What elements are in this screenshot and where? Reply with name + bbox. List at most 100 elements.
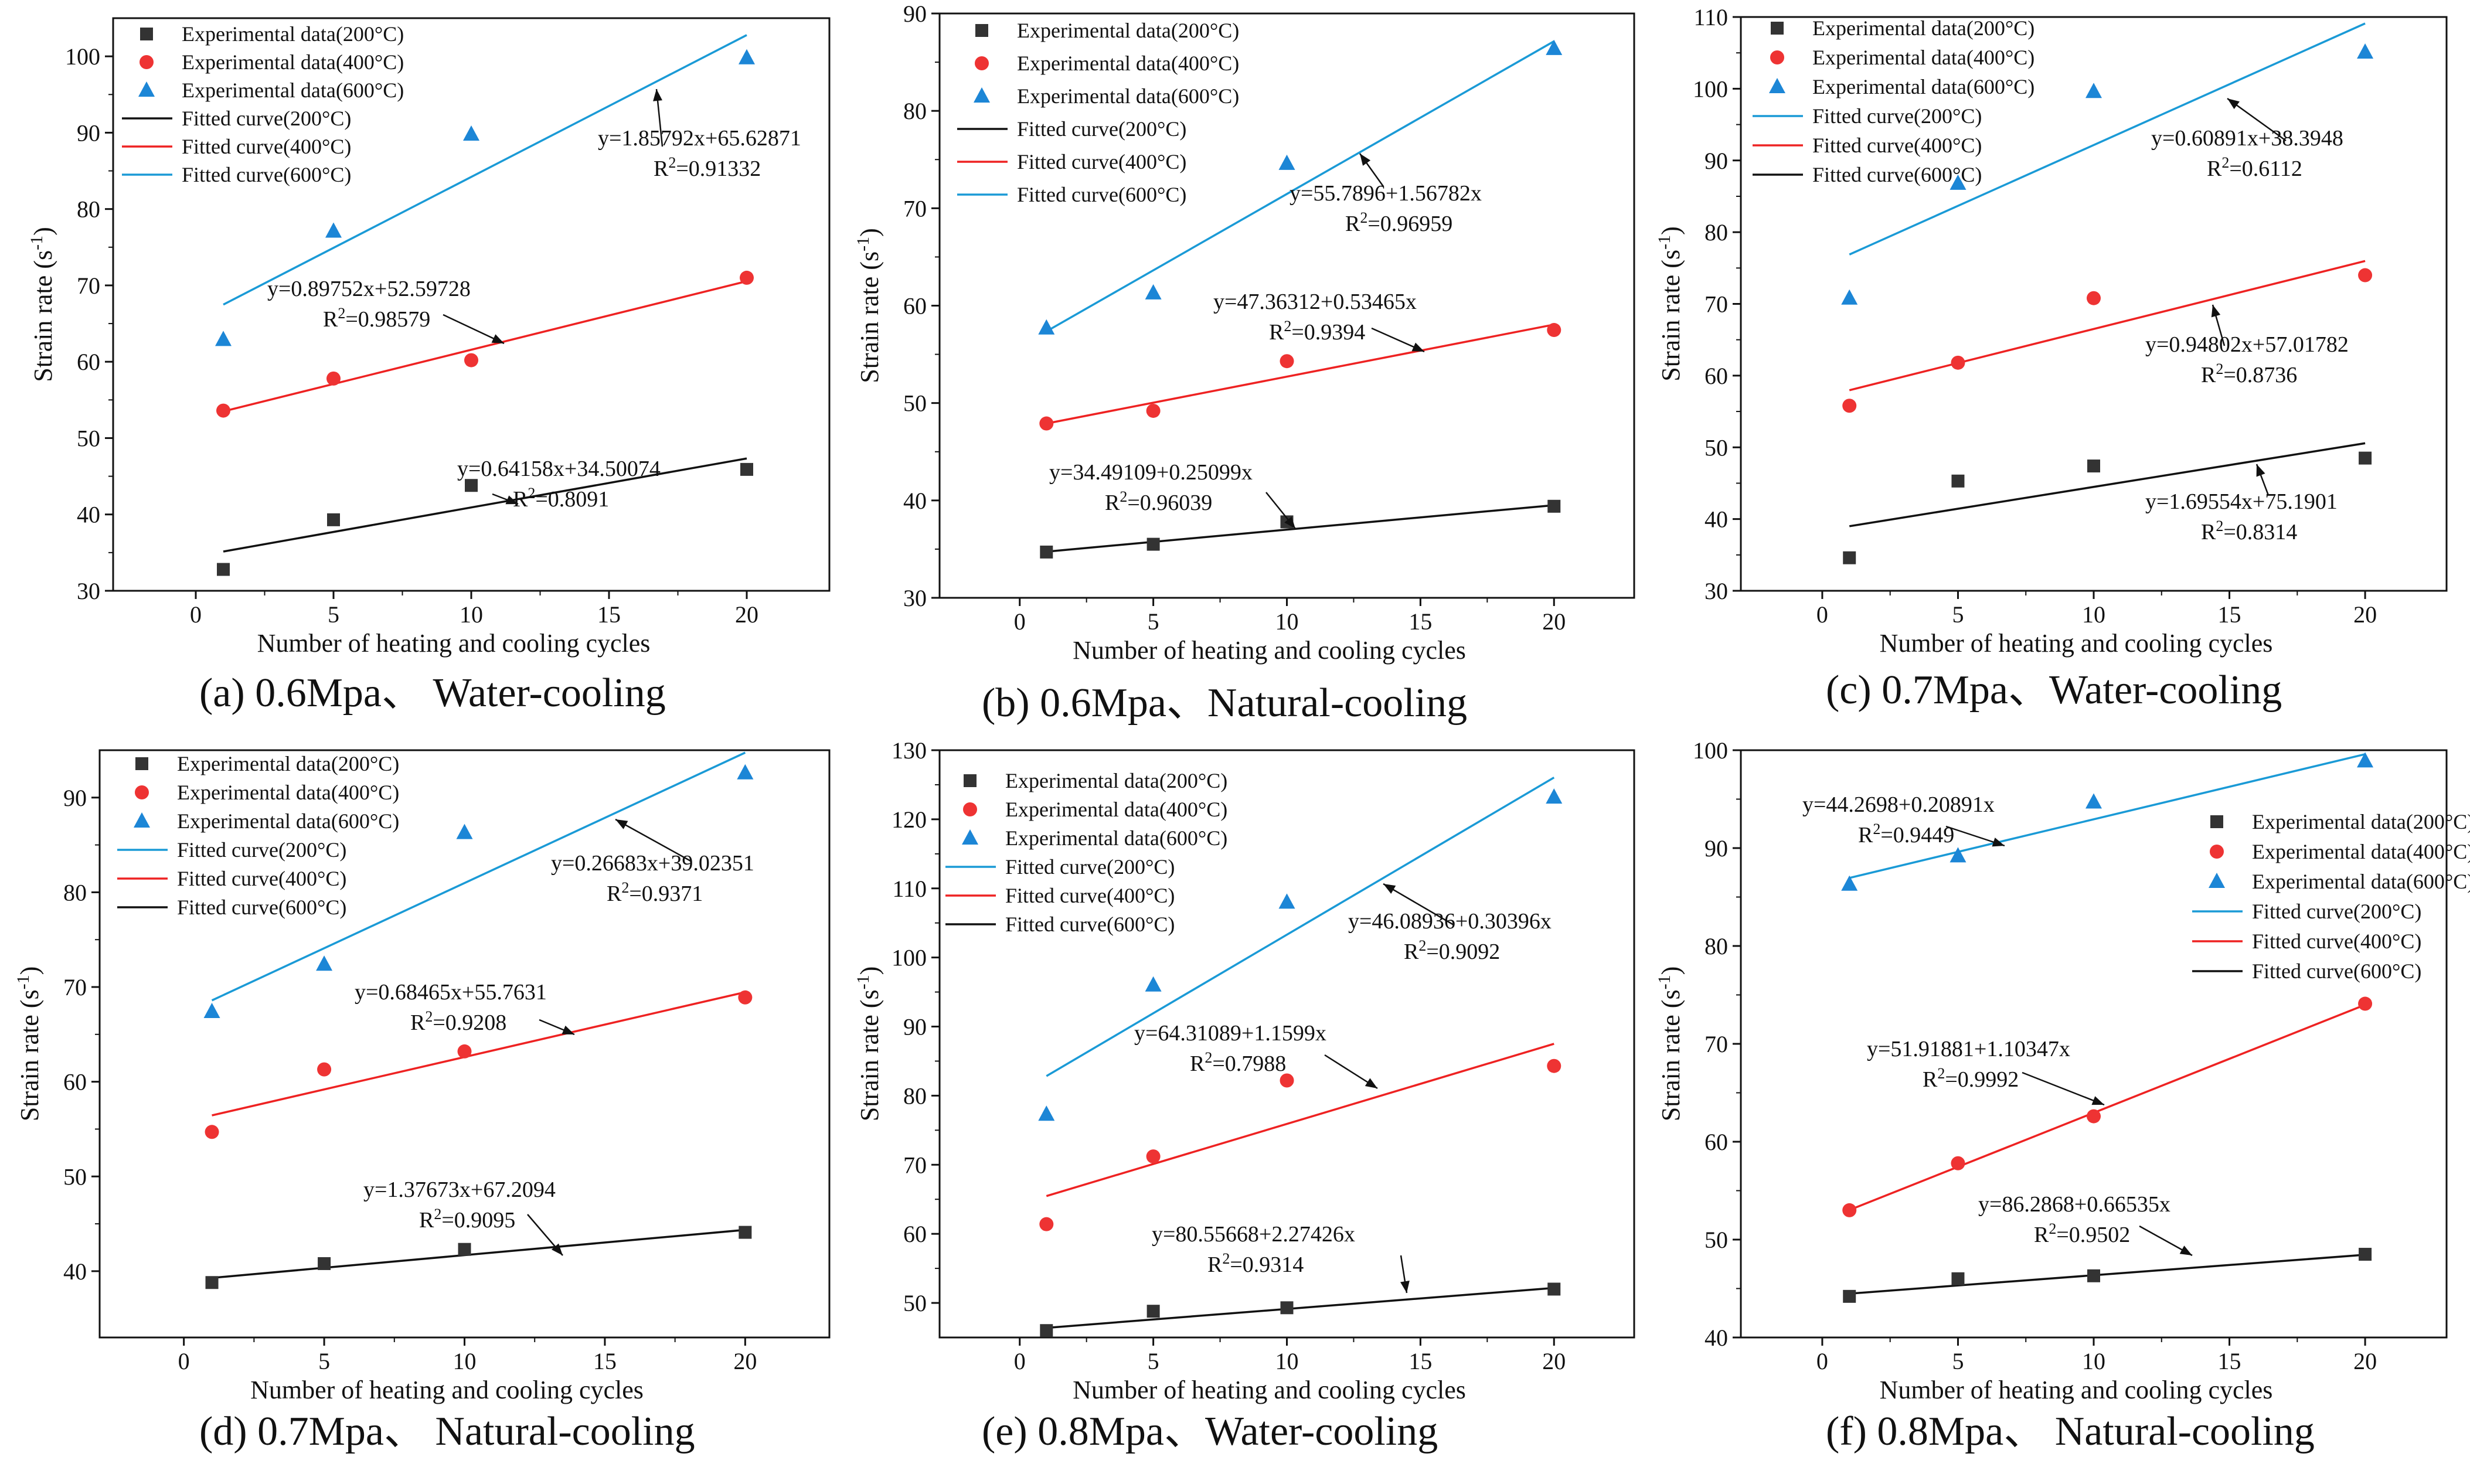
y-tick-label: 50 (1704, 1227, 1728, 1253)
annotation-arrow-head (2211, 305, 2221, 318)
data-point-triangle (1278, 154, 1295, 170)
legend-marker-triangle (974, 87, 990, 103)
data-point-circle (1547, 1058, 1561, 1073)
data-point-circle (205, 1125, 219, 1139)
y-tick-label: 50 (903, 1290, 927, 1316)
x-tick-label: 10 (1275, 608, 1299, 635)
fitted-line (1046, 324, 1554, 425)
fitted-line (1046, 777, 1555, 1077)
legend-marker-circle (1770, 50, 1784, 64)
y-axis-label-end: ) (1656, 966, 1685, 975)
fitted-line (1849, 260, 2366, 392)
x-tick-label: 5 (1952, 1348, 1964, 1374)
r-squared-prefix: R (2201, 520, 2216, 544)
y-tick-label: 90 (77, 120, 100, 146)
legend-label: Experimental data(200°C) (1017, 19, 1239, 42)
data-point-circle (326, 371, 341, 386)
x-tick-label: 15 (2218, 1348, 2241, 1374)
legend-marker-triangle (962, 829, 978, 845)
data-point-square (205, 1276, 219, 1289)
chart-panel-f: 40 50 60 70 80 90 100 0 5 10 15 20 Number of heating… (1655, 737, 2470, 1454)
panel-caption: (e) 0.8Mpa、Water-cooling (982, 1409, 1438, 1454)
fit-r-squared: R2=0.9371 (607, 879, 703, 906)
legend-marker-circle (140, 55, 154, 69)
legend-marker-circle (2210, 845, 2224, 859)
x-tick-label: 0 (178, 1348, 190, 1374)
data-point-square (2359, 451, 2372, 465)
data-point-circle (1951, 355, 1965, 370)
x-tick-label: 15 (1408, 608, 1432, 635)
fit-r-squared: R2=0.9208 (410, 1008, 506, 1035)
x-tick-label: 20 (2353, 1348, 2377, 1374)
fit-equation: y=64.31089+1.1599x (1134, 1021, 1326, 1046)
data-point-triangle (2357, 43, 2374, 59)
r-squared-value: =0.8314 (2223, 520, 2297, 544)
legend-label: Fitted curve(200°C) (1017, 117, 1186, 141)
x-tick-label: 10 (453, 1348, 477, 1374)
data-point-triangle (2357, 752, 2374, 768)
legend-label: Fitted curve(200°C) (2252, 900, 2421, 923)
chart-panel-a: 30 40 50 60 70 80 90 100 0 5 10 15 20 Number of heati… (27, 17, 831, 716)
chart-panel-e: 50 60 70 80 90 100 110 120 130 0 5 10 15 20 Number of … (853, 737, 1635, 1454)
y-tick-label: 60 (77, 349, 100, 375)
panel-caption: (b) 0.6Mpa、Natural-cooling (982, 680, 1467, 726)
x-tick-label: 0 (1014, 608, 1026, 635)
r-squared-value: =0.7988 (1212, 1051, 1286, 1076)
legend-label: Experimental data(400°C) (2252, 840, 2470, 863)
y-tick-label: 70 (1704, 291, 1728, 318)
legend-label: Fitted curve(600°C) (1812, 163, 1982, 186)
y-axis-label: Strain rate (s-1) (13, 966, 44, 1121)
y-tick-label: 40 (1704, 1325, 1728, 1351)
data-point-circle (2358, 268, 2373, 282)
data-point-circle (1842, 1203, 1857, 1217)
y-tick-label: 110 (1693, 4, 1728, 30)
legend-label: Experimental data(400°C) (1005, 798, 1227, 821)
y-tick-label: 80 (903, 1083, 927, 1109)
legend-marker-circle (975, 56, 989, 70)
panel-caption: (d) 0.7Mpa、 Natural-cooling (199, 1409, 695, 1454)
legend-label: Fitted curve(600°C) (177, 896, 346, 919)
data-point-circle (2087, 1109, 2101, 1124)
data-point-square (1040, 545, 1053, 559)
y-tick-label: 80 (77, 196, 100, 223)
y-tick-label: 90 (63, 785, 87, 811)
x-tick-label: 10 (2082, 1348, 2105, 1374)
r-squared-prefix: R (2207, 156, 2222, 181)
legend-marker-triangle (134, 812, 150, 828)
r-squared-value: =0.9314 (1230, 1252, 1304, 1277)
fitted-line (1849, 442, 2366, 527)
data-point-square (217, 563, 230, 576)
legend-label: Experimental data(400°C) (177, 781, 399, 804)
r-squared-prefix: R (323, 307, 338, 332)
legend-label: Fitted curve(400°C) (1017, 150, 1186, 173)
x-tick-label: 10 (1275, 1348, 1299, 1374)
panel-caption: (f) 0.8Mpa、 Natural-cooling (1826, 1409, 2315, 1454)
legend-marker-square (140, 28, 153, 40)
annotation-arrow-head (1360, 154, 1371, 166)
y-tick-label: 40 (1704, 506, 1728, 533)
fitted-line (223, 457, 747, 553)
fitted-line (1046, 1286, 1554, 1329)
y-axis-label: Strain rate (s-1) (853, 966, 884, 1121)
y-tick-label: 90 (1704, 835, 1728, 862)
annotation-arrow-head (1365, 1078, 1377, 1088)
fitted-line (1046, 1043, 1554, 1197)
fit-r-squared: R2=0.8314 (2201, 518, 2297, 544)
annotation-arrow-head (653, 89, 662, 101)
legend-label: Experimental data(600°C) (1812, 75, 2034, 98)
fit-r-squared: R2=0.9992 (1923, 1065, 2019, 1092)
x-axis-label: Number of heating and cooling cycles (1880, 1376, 2273, 1404)
r-squared-value: =0.9502 (2056, 1223, 2130, 1247)
y-tick-label: 100 (1693, 76, 1728, 102)
data-point-circle (216, 403, 230, 418)
legend-label: Fitted curve(400°C) (182, 135, 351, 158)
data-point-circle (1842, 399, 1857, 413)
y-axis-label-end: ) (1656, 226, 1685, 235)
r-squared-value: =0.96039 (1127, 491, 1212, 515)
legend-marker-triangle (138, 81, 155, 97)
y-tick-label: 40 (77, 502, 100, 528)
annotation-arrow-head (1992, 838, 2005, 847)
legend-label: Experimental data(200°C) (2252, 810, 2470, 833)
r-squared-sup: 2 (434, 1206, 441, 1223)
